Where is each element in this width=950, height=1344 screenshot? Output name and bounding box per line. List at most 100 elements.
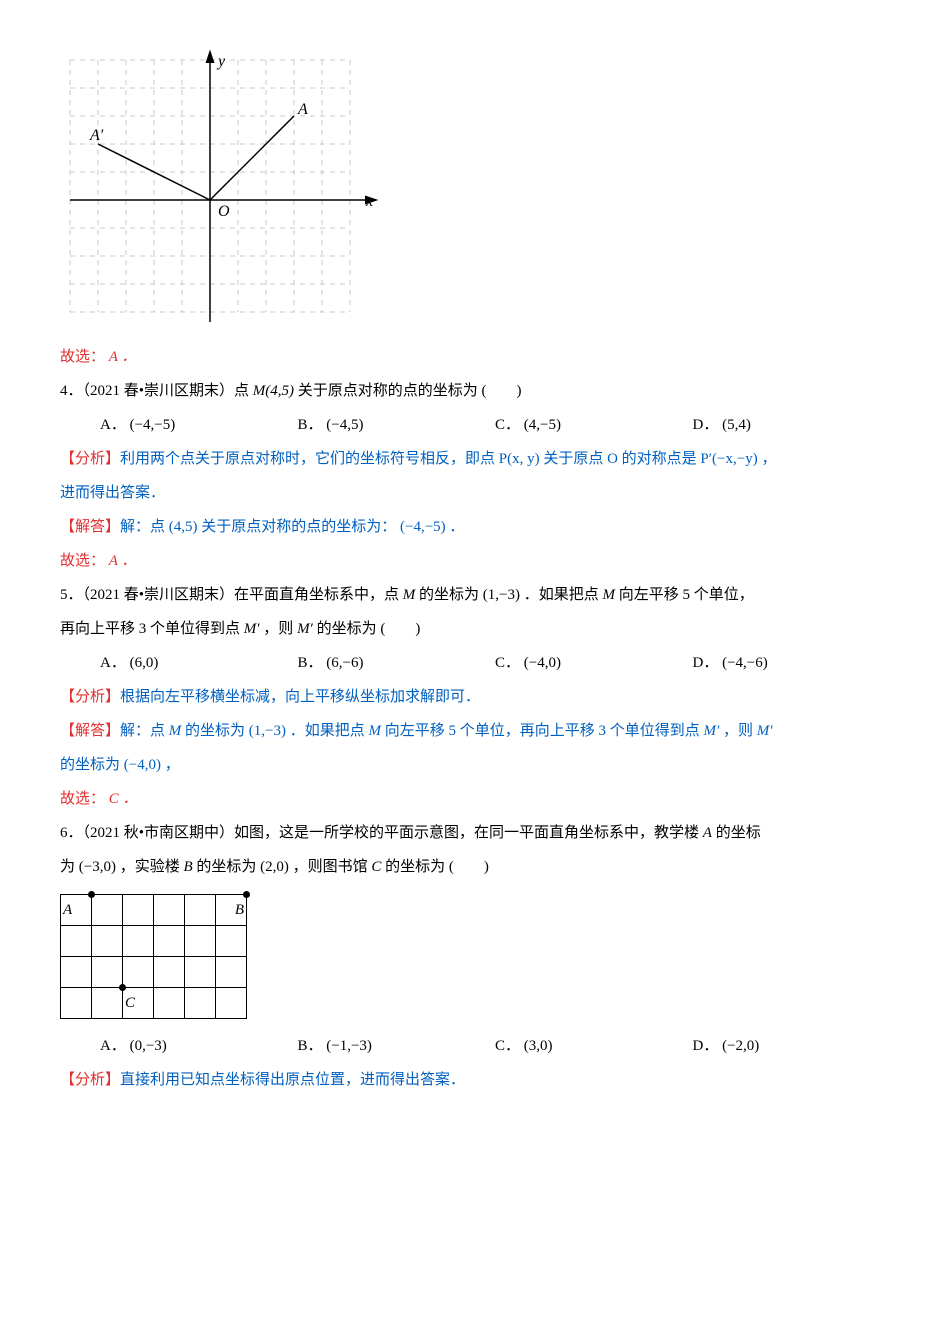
grid-label: B: [235, 895, 244, 925]
grid-dot: [119, 984, 126, 991]
grid-cell: C: [123, 988, 154, 1019]
q6-A: A: [703, 825, 712, 841]
q5-M1: M: [403, 587, 416, 603]
q6-l2a: 为 (−3,0) ，实验楼: [60, 859, 183, 875]
q6-num: 6．: [60, 825, 83, 841]
q4-options: A． (−4,−5) B． (−4,5) C． (4,−5) D． (5,4): [100, 410, 890, 440]
q5-solve-row1: 【解答】解：点 M 的坐标为 (1,−3) ．如果把点 M 向左平移 5 个单位…: [60, 716, 890, 746]
grid-cell: [185, 926, 216, 957]
q4-choose: 故选： A ．: [60, 546, 890, 576]
grid-cell: [123, 895, 154, 926]
q4-analysis-label: 【分析】: [60, 451, 120, 467]
q4-analysis: 利用两个点关于原点对称时，它们的坐标符号相反，即点 P(x, y) 关于原点 O…: [120, 451, 776, 467]
q5-t1: 的坐标为 (1,−3) ．如果把点: [415, 587, 602, 603]
grid-cell: [154, 895, 185, 926]
svg-text:A′: A′: [89, 127, 104, 144]
q6-opt-b: B． (−1,−3): [298, 1031, 496, 1061]
q4-opt-c: C． (4,−5): [495, 410, 693, 440]
grid-cell: [154, 957, 185, 988]
q5-analysis: 根据向左平移横坐标减，向上平移纵坐标加求解即可．: [120, 689, 480, 705]
q5-solve-row2: 的坐标为 (−4,0) ，: [60, 750, 890, 780]
question-4: 4．（2021 春•崇川区期末）点 M(4,5) 关于原点对称的点的坐标为 ( …: [60, 376, 890, 406]
question-6-line2: 为 (−3,0) ，实验楼 B 的坐标为 (2,0) ，则图书馆 C 的坐标为 …: [60, 852, 890, 882]
q5-s3: 向左平移 5 个单位，再向上平移 3 个单位得到点: [381, 723, 704, 739]
grid-cell: A: [61, 895, 92, 926]
q5-src: （2021 春•崇川区期末）在平面直角坐标系中，点: [83, 587, 403, 603]
q6-opt-c: C． (3,0): [495, 1031, 693, 1061]
grid-cell: [185, 988, 216, 1019]
q5-num: 5．: [60, 587, 83, 603]
q5-analysis-row: 【分析】根据向左平移横坐标减，向上平移纵坐标加求解即可．: [60, 682, 890, 712]
q4-src: （2021 春•崇川区期末）点: [83, 383, 253, 399]
q6-opt-d: D． (−2,0): [693, 1031, 891, 1061]
q5-Mp1: M′: [244, 621, 260, 637]
q5-solve-label: 【解答】: [60, 723, 120, 739]
q5-s4: ，则: [719, 723, 757, 739]
q6-analysis-label: 【分析】: [60, 1072, 120, 1088]
grid-cell: [61, 988, 92, 1019]
grid-cell: [216, 988, 247, 1019]
q5-l2a: 再向上平移 3 个单位得到点: [60, 621, 244, 637]
grid-cell: [92, 895, 123, 926]
grid-cell: [154, 926, 185, 957]
q5-s1: 解：点: [120, 723, 169, 739]
q4-solve: 解：点 (4,5) 关于原点对称的点的坐标为： (−4,−5) ．: [120, 519, 464, 535]
q5-opt-b: B． (6,−6): [298, 648, 496, 678]
q6-C: C: [371, 859, 381, 875]
grid-cell: [216, 957, 247, 988]
q5-choose-text: 故选：: [60, 791, 105, 807]
q6-analysis-row: 【分析】直接利用已知点坐标得出原点位置，进而得出答案．: [60, 1065, 890, 1095]
q5-sM2: M: [368, 723, 381, 739]
grid-cell: [92, 926, 123, 957]
q4-point: M(4,5): [253, 383, 294, 399]
q5-opt-c: C． (−4,0): [495, 648, 693, 678]
q6-B: B: [183, 859, 192, 875]
q4-opt-a: A． (−4,−5): [100, 410, 298, 440]
question-6-line1: 6．（2021 秋•市南区期中）如图，这是一所学校的平面示意图，在同一平面直角坐…: [60, 818, 890, 848]
q6-grid-figure: A B C: [60, 894, 247, 1019]
q5-s2: 的坐标为 (1,−3) ．如果把点: [181, 723, 368, 739]
q5-l2b: ，则: [260, 621, 298, 637]
answer-1-letter: A ．: [109, 349, 137, 365]
q5-analysis-label: 【分析】: [60, 689, 120, 705]
q4-analysis-row: 【分析】利用两个点关于原点对称时，它们的坐标符号相反，即点 P(x, y) 关于…: [60, 444, 890, 474]
q5-opt-a: A． (6,0): [100, 648, 298, 678]
grid-cell: [123, 957, 154, 988]
grid-cell: [185, 957, 216, 988]
grid-label: C: [125, 988, 135, 1018]
q4-analysis-2: 进而得出答案．: [60, 478, 890, 508]
grid-dot: [243, 891, 250, 898]
grid-label: A: [63, 895, 72, 925]
grid-cell: [92, 957, 123, 988]
svg-text:y: y: [216, 53, 226, 70]
q5-sM1: M: [169, 723, 182, 739]
q4-solve-row: 【解答】解：点 (4,5) 关于原点对称的点的坐标为： (−4,−5) ．: [60, 512, 890, 542]
q5-choose-letter: C ．: [109, 791, 138, 807]
q6-l2b: 的坐标为 (2,0) ，则图书馆: [193, 859, 372, 875]
grid-cell: [61, 957, 92, 988]
q5-options: A． (6,0) B． (6,−6) C． (−4,0) D． (−4,−6): [100, 648, 890, 678]
grid-cell: [185, 895, 216, 926]
answer-1: 故选： A ．: [60, 342, 890, 372]
q5-choose: 故选： C ．: [60, 784, 890, 814]
q6-options: A． (0,−3) B． (−1,−3) C． (3,0) D． (−2,0): [100, 1031, 890, 1061]
question-5-line2: 再向上平移 3 个单位得到点 M′ ，则 M′ 的坐标为 ( ): [60, 614, 890, 644]
question-5-line1: 5．（2021 春•崇川区期末）在平面直角坐标系中，点 M 的坐标为 (1,−3…: [60, 580, 890, 610]
coordinate-grid-figure: OxyAA′: [60, 50, 380, 332]
q4-choose-text: 故选：: [60, 553, 105, 569]
q6-l2c: 的坐标为 ( ): [381, 859, 489, 875]
grid-cell: [61, 926, 92, 957]
grid-cell: [123, 926, 154, 957]
q5-l2c: 的坐标为 ( ): [313, 621, 421, 637]
q5-t2: 向左平移 5 个单位，: [615, 587, 754, 603]
q4-tail: 关于原点对称的点的坐标为 ( ): [294, 383, 522, 399]
q5-opt-d: D． (−4,−6): [693, 648, 891, 678]
svg-text:x: x: [365, 193, 373, 210]
q6-src: （2021 秋•市南区期中）如图，这是一所学校的平面示意图，在同一平面直角坐标系…: [83, 825, 703, 841]
q6-analysis: 直接利用已知点坐标得出原点位置，进而得出答案．: [120, 1072, 465, 1088]
q4-choose-letter: A ．: [109, 553, 137, 569]
q6-t1: 的坐标: [712, 825, 761, 841]
grid-cell: [92, 988, 123, 1019]
grid-cell: B: [216, 895, 247, 926]
q5-sMp1: M′: [704, 723, 720, 739]
